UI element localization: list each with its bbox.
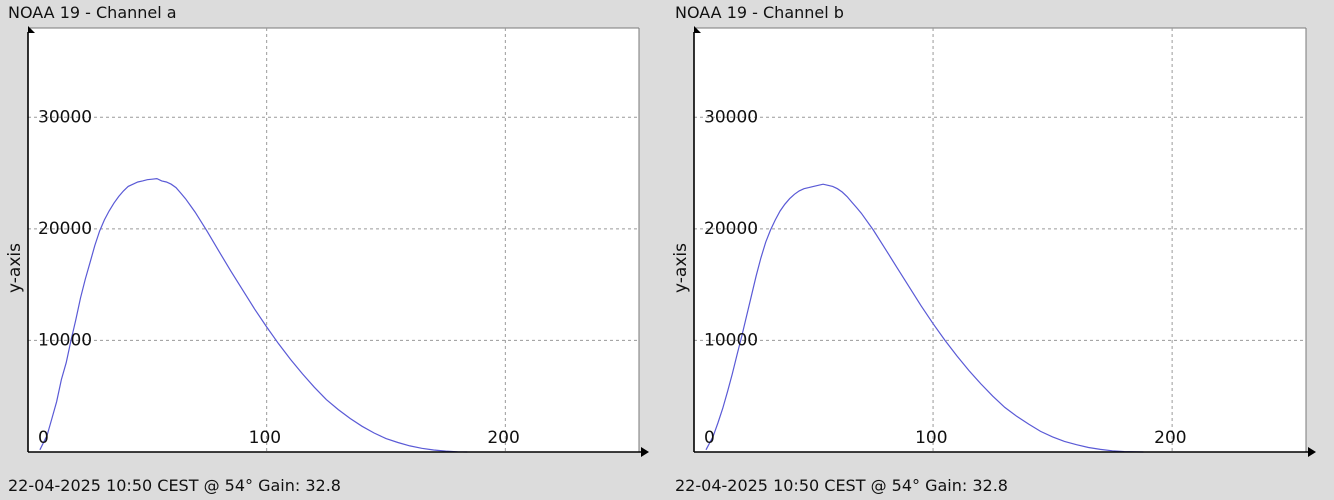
y-axis-title: y-axis	[5, 243, 25, 293]
chart-panel-channel-a: NOAA 19 - Channel a 0 100 200 10000 20000 300…	[5, 3, 649, 495]
chart-panel-channel-b: NOAA 19 - Channel b 0 100 200 10000 20000 300…	[667, 0, 1334, 500]
x-tick-label: 100	[249, 428, 281, 448]
chart-title: NOAA 19 - Channel b	[675, 3, 844, 22]
y-axis-title: y-axis	[671, 243, 691, 293]
plot-area: 0 100 200 10000 20000 30000 y-axis	[671, 26, 1316, 457]
chart-footer-status: 22-04-2025 10:50 CEST @ 54° Gain: 32.8	[8, 476, 341, 495]
x-tick-label: 0	[704, 428, 715, 448]
series-line	[705, 183, 1144, 453]
y-tick-label: 20000	[704, 219, 758, 239]
x-axis-arrow-icon	[641, 447, 649, 457]
y-axis-arrow-icon	[28, 26, 35, 33]
y-tick-label: 30000	[704, 107, 758, 127]
x-tick-label: 100	[915, 428, 947, 448]
x-axis-arrow-icon	[1308, 447, 1316, 457]
plot-area: 0 100 200 10000 20000 30000 y-axis	[5, 26, 649, 457]
chart-title: NOAA 19 - Channel a	[8, 3, 177, 22]
x-tick-label: 200	[1154, 428, 1186, 448]
y-tick-label: 20000	[38, 219, 92, 239]
y-tick-label: 10000	[38, 330, 92, 350]
plot-background	[28, 28, 639, 452]
y-axis-arrow-icon	[694, 26, 701, 33]
series-line	[39, 177, 468, 453]
y-tick-label: 10000	[704, 330, 758, 350]
y-tick-label: 30000	[38, 107, 92, 127]
x-tick-label: 0	[38, 428, 49, 448]
x-tick-label: 200	[487, 428, 519, 448]
chart-footer-status: 22-04-2025 10:50 CEST @ 54° Gain: 32.8	[675, 476, 1008, 495]
plot-background	[694, 28, 1306, 452]
